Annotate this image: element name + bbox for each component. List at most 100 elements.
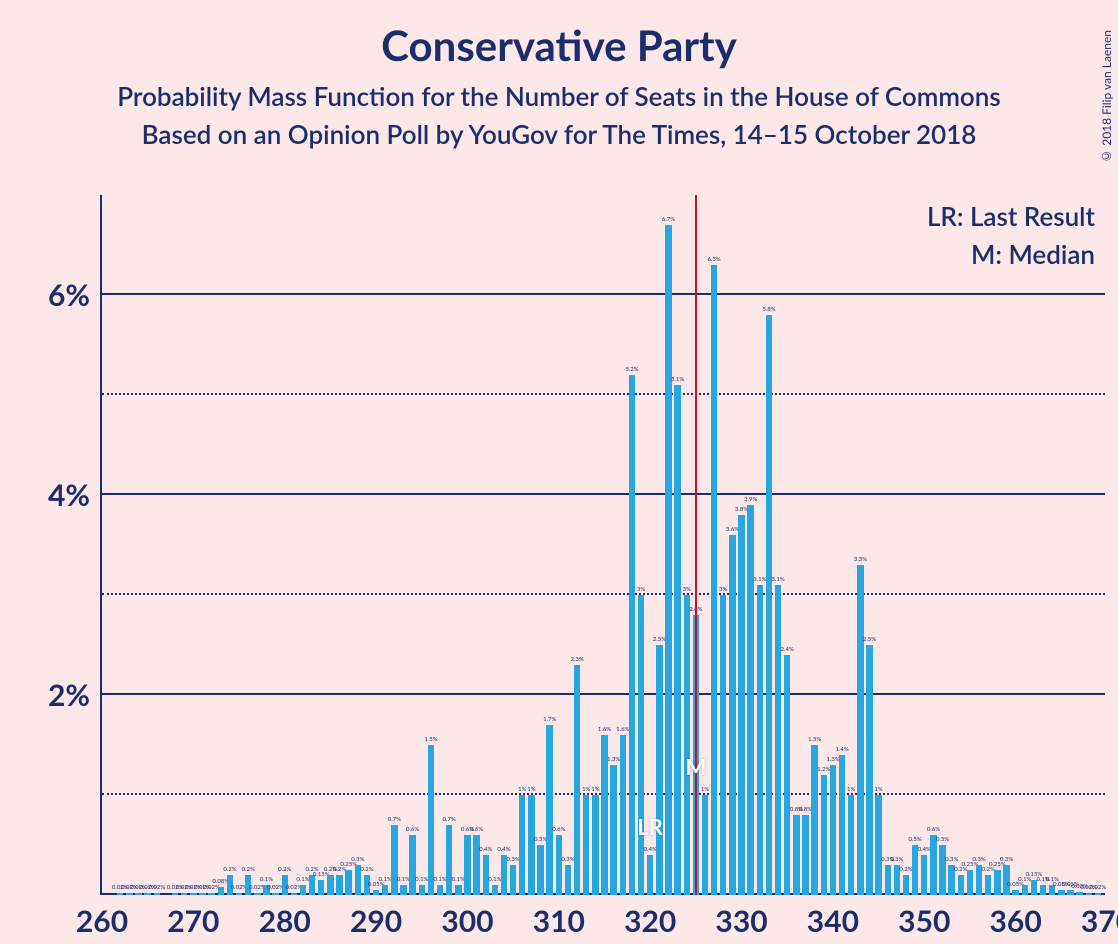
x-tick-label: 300	[441, 903, 493, 939]
bar	[144, 893, 150, 895]
bar-value-label: 2.4%	[781, 646, 794, 653]
bar	[154, 893, 160, 895]
bar	[720, 595, 726, 895]
bar	[1067, 890, 1073, 895]
bar-value-label: 3%	[637, 586, 645, 593]
bar	[711, 265, 717, 895]
bar-value-label: 0.6%	[927, 826, 940, 833]
bar	[291, 893, 297, 895]
x-tick-label: 290	[350, 903, 402, 939]
x-tick-label: 350	[898, 903, 950, 939]
bar-value-label: 0.1%	[488, 876, 501, 883]
bar	[510, 865, 516, 895]
median-line	[695, 195, 697, 895]
x-tick-label: 270	[167, 903, 219, 939]
bar	[994, 870, 1000, 895]
bar-value-label: 1%	[582, 786, 590, 793]
bar-value-label: 5.8%	[762, 306, 775, 313]
bar	[336, 875, 342, 895]
bar	[702, 795, 708, 895]
bar-value-label: 1%	[527, 786, 535, 793]
bar-value-label: 0.1%	[452, 876, 465, 883]
bar-value-label: 2.5%	[653, 636, 666, 643]
bar	[958, 875, 964, 895]
bar-value-label: 0.3%	[972, 856, 985, 863]
bar	[665, 225, 671, 895]
bar-value-label: 0.2%	[278, 866, 291, 873]
bar	[830, 765, 836, 895]
bar-value-label: 0.1%	[415, 876, 428, 883]
bar	[473, 835, 479, 895]
bar	[848, 795, 854, 895]
bar	[537, 845, 543, 895]
bar	[1076, 892, 1082, 895]
bar	[455, 885, 461, 895]
bar-value-label: 3%	[719, 586, 727, 593]
bar	[647, 855, 653, 895]
bar-value-label: 0.4%	[644, 846, 657, 853]
bar-value-label: 0.3%	[1000, 856, 1013, 863]
bar	[903, 875, 909, 895]
bar-value-label: 0.2%	[899, 866, 912, 873]
bar-value-label: 0.8%	[799, 806, 812, 813]
bar-value-label: 0.3%	[890, 856, 903, 863]
bar	[610, 765, 616, 895]
bar-value-label: 1.6%	[598, 726, 611, 733]
bar	[446, 825, 452, 895]
bar-value-label: 0.3%	[561, 856, 574, 863]
bar-value-label: 0.7%	[443, 816, 456, 823]
bar-value-label: 0.2%	[242, 866, 255, 873]
bar-value-label: 1.4%	[835, 746, 848, 753]
bar-value-label: 0.02%	[1090, 884, 1107, 891]
bar	[519, 795, 525, 895]
bar-value-label: 5.1%	[671, 376, 684, 383]
legend: LR: Last Result M: Median	[927, 200, 1095, 276]
bar-value-label: 1.3%	[826, 756, 839, 763]
bar	[565, 865, 571, 895]
bar-value-label: 0.3%	[945, 856, 958, 863]
x-tick-label: 260	[76, 903, 128, 939]
x-tick-label: 320	[624, 903, 676, 939]
bar	[309, 875, 315, 895]
bar	[382, 885, 388, 895]
bar-value-label: 1%	[701, 786, 709, 793]
gridline-major	[102, 493, 1105, 495]
bar	[428, 745, 434, 895]
bar	[802, 815, 808, 895]
bar-value-label: 2.3%	[570, 656, 583, 663]
bar	[483, 855, 489, 895]
gridline-minor	[102, 593, 1105, 595]
bar	[172, 893, 178, 895]
bar	[318, 880, 324, 895]
bar	[345, 870, 351, 895]
chart-subtitle-2: Based on an Opinion Poll by YouGov for T…	[0, 118, 1118, 150]
bar-value-label: 6.7%	[662, 216, 675, 223]
plot-area: LR: Last Result M: Median 2%4%6%26027028…	[100, 195, 1105, 895]
bar-value-label: 0.4%	[479, 846, 492, 853]
bar-value-label: 1.3%	[607, 756, 620, 763]
gridline-major	[102, 293, 1105, 295]
bar	[208, 893, 214, 895]
x-tick-label: 340	[807, 903, 859, 939]
bar-value-label: 0.2%	[360, 866, 373, 873]
bar-value-label: 3.1%	[771, 576, 784, 583]
bar	[885, 865, 891, 895]
x-tick-label: 370	[1081, 903, 1118, 939]
y-tick-label: 6%	[48, 277, 90, 313]
bar	[117, 893, 123, 895]
bar	[181, 893, 187, 895]
bar	[793, 815, 799, 895]
bar-value-label: 1.5%	[808, 736, 821, 743]
bar	[985, 875, 991, 895]
bar-value-label: 0.4%	[918, 846, 931, 853]
bar-value-label: 3%	[683, 586, 691, 593]
bar	[839, 755, 845, 895]
bar	[327, 875, 333, 895]
legend-m: M: Median	[927, 238, 1095, 270]
bar-value-label: 3.8%	[735, 506, 748, 513]
bar	[190, 893, 196, 895]
bar	[574, 665, 580, 895]
bar	[464, 835, 470, 895]
bar	[135, 893, 141, 895]
bar	[775, 585, 781, 895]
